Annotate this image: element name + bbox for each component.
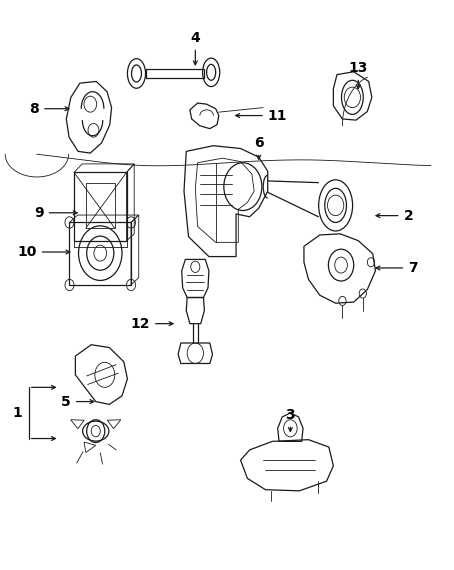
Text: 2: 2 bbox=[376, 209, 413, 223]
Text: 1: 1 bbox=[13, 406, 22, 420]
Text: 8: 8 bbox=[30, 101, 69, 116]
Text: 5: 5 bbox=[61, 394, 94, 409]
Text: 13: 13 bbox=[349, 61, 368, 88]
Text: 12: 12 bbox=[131, 317, 173, 331]
Text: 11: 11 bbox=[236, 108, 287, 123]
Text: 7: 7 bbox=[376, 261, 418, 275]
Text: 6: 6 bbox=[254, 136, 263, 159]
Text: 3: 3 bbox=[286, 408, 295, 431]
Text: 10: 10 bbox=[18, 245, 70, 259]
Text: 4: 4 bbox=[190, 31, 200, 65]
Text: 9: 9 bbox=[34, 206, 77, 220]
